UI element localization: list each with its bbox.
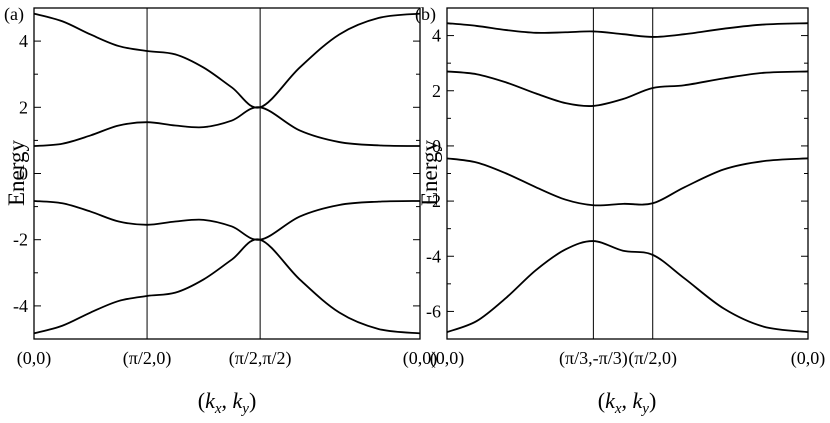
x-tick-label: (π/2,0) xyxy=(628,348,677,369)
energy-band-4 xyxy=(446,240,809,333)
y-axis-label: Energy xyxy=(417,140,442,207)
y-tick-label: 0 xyxy=(19,164,28,184)
y-tick-label: -6 xyxy=(426,301,441,321)
x-axis-label-subscript: y xyxy=(240,401,249,417)
y-tick-label: 2 xyxy=(19,97,28,117)
energy-band-4 xyxy=(33,238,421,335)
chart-panel-2: 4 2 0 -2 -4 -6 (0,0) (π/3,-π/3) (π/2,0) (0,0) (b) E… xyxy=(415,4,825,417)
energy-band-3 xyxy=(33,200,421,241)
energy-band-2 xyxy=(446,70,809,107)
y-tick-label: 0 xyxy=(432,136,441,156)
energy-band-2 xyxy=(33,106,421,147)
x-axis-label-part: , xyxy=(222,388,233,413)
x-axis-label-subscript: x xyxy=(614,401,622,417)
x-axis-label-part: k xyxy=(233,388,244,413)
x-tick-label: (0,0) xyxy=(791,348,826,369)
y-tick-label: 4 xyxy=(432,26,441,46)
x-tick-label: (π/2,0) xyxy=(123,348,172,369)
energy-band-1 xyxy=(33,12,421,109)
x-tick-label: (π/3,-π/3) xyxy=(559,348,628,369)
x-axis-label: (kx, ky) xyxy=(198,388,257,417)
energy-band-3 xyxy=(446,157,809,207)
x-tick-label: (0,0) xyxy=(403,348,438,369)
x-axis-label-part: , xyxy=(622,388,633,413)
x-axis-label-part: ( xyxy=(198,388,205,413)
x-axis-label: (kx, ky) xyxy=(598,388,657,417)
y-tick-label: -4 xyxy=(13,296,28,316)
x-tick-label: (0,0) xyxy=(430,348,465,369)
y-tick-label: -4 xyxy=(426,246,441,266)
x-axis-label-part: ) xyxy=(649,388,656,413)
plot-frame xyxy=(33,7,421,340)
y-tick-label: -2 xyxy=(13,230,28,250)
plot-frame xyxy=(446,7,809,340)
x-axis-label-part: k xyxy=(205,388,216,413)
y-axis-label: Energy xyxy=(4,140,29,207)
chart-panel-1: 4 2 0 -2 -4 (0,0) (π/2,0) (π/2,π/2) (0,0) (a) Ener… xyxy=(4,4,437,417)
panel-label: (b) xyxy=(415,4,436,25)
x-axis-label-subscript: y xyxy=(640,401,649,417)
y-tick-label: -2 xyxy=(426,191,441,211)
x-axis-label-part: k xyxy=(633,388,644,413)
x-axis-label-part: k xyxy=(605,388,616,413)
x-tick-label: (π/2,π/2) xyxy=(229,348,292,369)
panel-label: (a) xyxy=(4,4,24,25)
x-axis-label-part: ) xyxy=(249,388,256,413)
y-tick-label: 4 xyxy=(19,31,28,51)
x-tick-label: (0,0) xyxy=(17,348,52,369)
x-axis-label-subscript: x xyxy=(214,401,222,417)
energy-band-1 xyxy=(446,22,809,38)
x-axis-label-part: ( xyxy=(598,388,605,413)
y-tick-label: 2 xyxy=(432,81,441,101)
